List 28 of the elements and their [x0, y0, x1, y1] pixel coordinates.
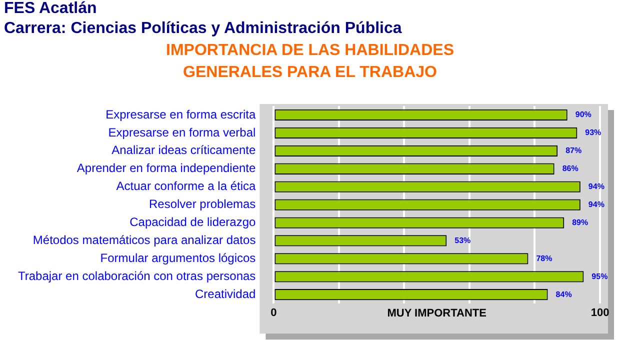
- data-label: 86%: [562, 164, 578, 174]
- data-label: 78%: [536, 254, 552, 263]
- data-label: 95%: [592, 272, 608, 281]
- data-label: 90%: [575, 110, 592, 120]
- x-tick-label: 100: [590, 307, 610, 320]
- y-tick-label: Formular argumentos lógicos: [100, 251, 256, 266]
- data-label: 89%: [572, 218, 588, 227]
- data-label: 94%: [588, 182, 604, 192]
- data-label: 84%: [556, 290, 572, 299]
- data-label: 94%: [588, 200, 604, 210]
- y-tick-label: Capacidad de liderazgo: [130, 215, 256, 230]
- chart-title: IMPORTANCIA DE LAS HABILIDADES GENERALES PARA EL TRABAJO: [165, 41, 455, 83]
- y-tick-label: Expresarse en forma escrita: [106, 107, 256, 122]
- y-tick-label: Actuar conforme a la ética: [116, 179, 256, 194]
- y-tick-label: Analizar ideas críticamente: [112, 143, 256, 158]
- data-label: 53%: [454, 236, 471, 245]
- y-tick-label: Aprender en forma independiente: [76, 161, 256, 176]
- text: FES Acatlán: [4, 0, 97, 18]
- y-tick-label: Métodos matemáticos para analizar datos: [32, 233, 256, 248]
- data-label: 87%: [566, 146, 582, 156]
- x-tick-label: 0: [270, 307, 277, 320]
- x-axis-title: MUY IMPORTANTE: [387, 307, 486, 320]
- y-tick-label: Resolver problemas: [148, 197, 256, 212]
- y-tick-label: Creatividad: [194, 286, 256, 301]
- y-tick-label: Trabajar en colaboración con otras personas: [18, 268, 256, 283]
- text: Carrera: Ciencias Políticas y Administración Pública: [4, 20, 402, 38]
- y-tick-label: Expresarse en forma verbal: [108, 125, 256, 140]
- data-label: 93%: [585, 128, 602, 138]
